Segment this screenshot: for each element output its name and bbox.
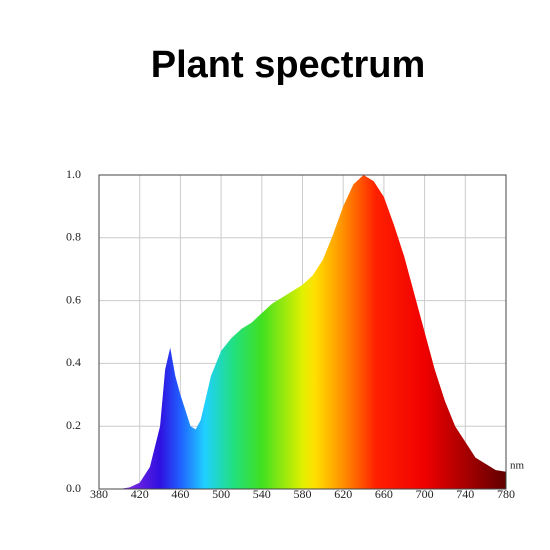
x-tick-label: 580 bbox=[294, 487, 312, 501]
x-tick-label: 700 bbox=[416, 487, 434, 501]
y-tick-label: 0.2 bbox=[66, 418, 81, 432]
x-tick-label: 420 bbox=[131, 487, 149, 501]
y-tick-label: 0.4 bbox=[66, 355, 81, 369]
x-unit: nm bbox=[510, 460, 525, 472]
y-tick-label: 0.8 bbox=[66, 230, 81, 244]
x-tick-label: 500 bbox=[212, 487, 230, 501]
chart-title: Plant spectrum bbox=[151, 44, 426, 86]
x-tick-label: 460 bbox=[171, 487, 189, 501]
x-tick-label: 780 bbox=[497, 487, 515, 501]
x-tick-label: 620 bbox=[334, 487, 352, 501]
y-tick-label: 0.0 bbox=[66, 481, 81, 495]
x-tick-label: 740 bbox=[456, 487, 474, 501]
y-tick-label: 0.6 bbox=[66, 292, 81, 306]
x-tick-label: 380 bbox=[90, 487, 108, 501]
x-tick-label: 540 bbox=[253, 487, 271, 501]
x-tick-label: 660 bbox=[375, 487, 393, 501]
plot-frame bbox=[98, 174, 507, 490]
y-tick-label: 1.0 bbox=[66, 167, 81, 181]
spectrum-area bbox=[99, 175, 506, 489]
